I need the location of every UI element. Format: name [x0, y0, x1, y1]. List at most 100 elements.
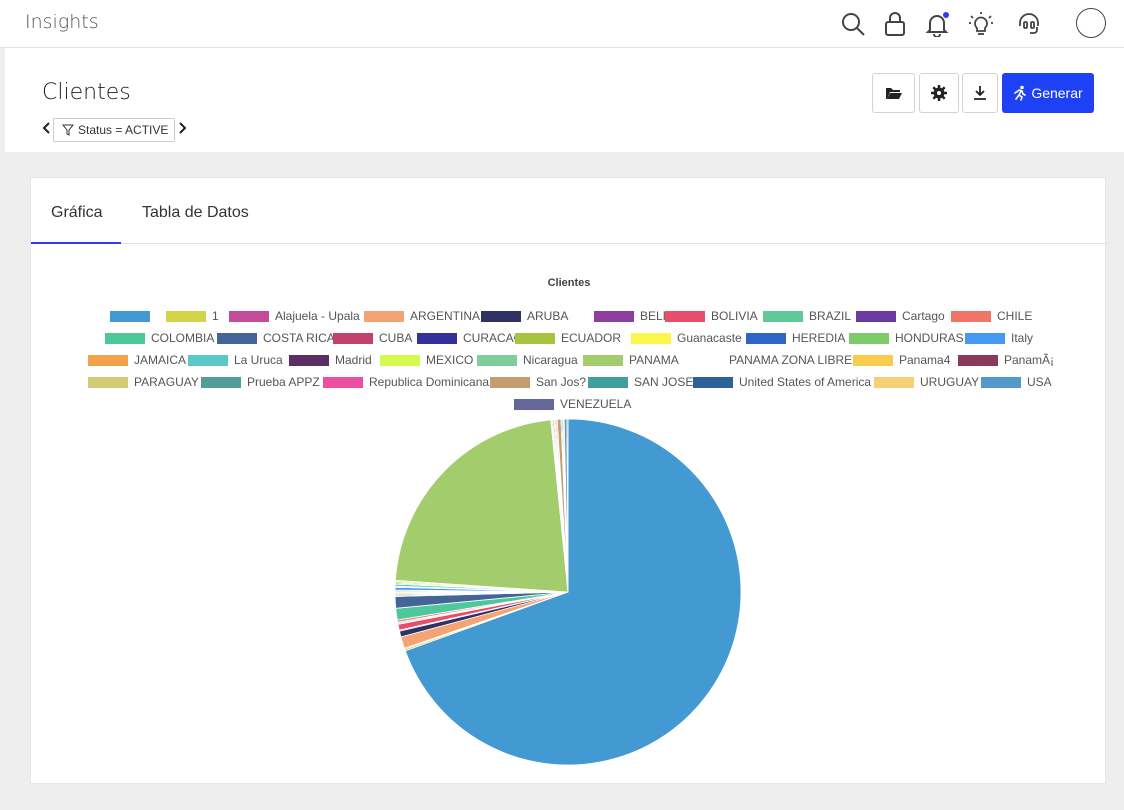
legend-swatch — [683, 354, 723, 366]
lock-icon[interactable] — [880, 9, 910, 39]
bell-icon[interactable] — [922, 9, 952, 39]
legend-item[interactable]: URUGUAY — [874, 375, 979, 389]
legend-item[interactable]: USA — [981, 375, 1052, 389]
legend-label: HONDURAS — [895, 331, 964, 345]
legend-item[interactable]: HEREDIA — [746, 331, 845, 345]
legend-item[interactable]: COSTA RICA — [217, 331, 335, 345]
legend-item[interactable]: BOLIVIA — [665, 309, 758, 323]
legend-item[interactable]: PanamÃ¡ — [958, 353, 1054, 367]
legend-swatch — [188, 354, 228, 366]
legend-swatch — [763, 310, 803, 322]
legend-item[interactable]: ARUBA — [481, 309, 568, 323]
legend-label: Guanacaste — [677, 331, 742, 345]
legend-swatch — [631, 332, 671, 344]
legend-item[interactable]: Guanacaste — [631, 331, 742, 345]
legend-item[interactable]: VENEZUELA — [514, 397, 631, 411]
chevron-right-icon[interactable] — [176, 120, 188, 136]
legend-item[interactable]: PANAMA ZONA LIBRE — [683, 353, 852, 367]
legend-item[interactable]: HONDURAS — [849, 331, 964, 345]
tab-grafica[interactable]: Gráfica — [51, 204, 103, 221]
legend-swatch — [333, 332, 373, 344]
legend-item[interactable]: Italy — [965, 331, 1033, 345]
legend-item[interactable]: San Jos? — [490, 375, 586, 389]
page-header: Clientes Status = ACTIVE Generar — [5, 48, 1124, 152]
legend-swatch — [693, 376, 733, 388]
folder-open-icon — [885, 88, 902, 99]
legend-swatch — [490, 376, 530, 388]
legend-item[interactable]: Alajuela - Upala — [229, 309, 360, 323]
legend-swatch — [981, 376, 1021, 388]
legend-label: USA — [1027, 375, 1052, 389]
legend-label: PANAMA ZONA LIBRE — [729, 353, 853, 367]
legend-swatch — [481, 310, 521, 322]
legend-label: United States of America — [739, 375, 872, 389]
legend-item[interactable]: CHILE — [951, 309, 1032, 323]
filter-icon — [62, 124, 74, 136]
legend-label: Nicaragua — [523, 353, 578, 367]
legend-label: PANAMA — [629, 353, 679, 367]
legend-item[interactable]: Cartago — [856, 309, 945, 323]
legend-label: ARUBA — [527, 309, 569, 323]
legend-swatch — [323, 376, 363, 388]
legend-item[interactable]: BRAZIL — [763, 309, 851, 323]
legend-item[interactable]: Prueba APPZ — [201, 375, 320, 389]
legend-label: Cartago — [902, 309, 945, 323]
legend-label: Republica Dominicana — [369, 375, 490, 389]
open-folder-button[interactable] — [872, 73, 915, 113]
legend-item[interactable]: PARAGUAY — [88, 375, 199, 389]
filter-chip[interactable]: Status = ACTIVE — [53, 118, 175, 142]
legend-swatch — [201, 376, 241, 388]
legend-item[interactable]: Republica Dominicana — [323, 375, 489, 389]
legend-item[interactable]: MEXICO — [380, 353, 473, 367]
tab-tabla-de-datos[interactable]: Tabla de Datos — [142, 204, 249, 221]
legend-label: CHILE — [997, 309, 1033, 323]
legend-item[interactable]: La Uruca — [188, 353, 283, 367]
legend-item[interactable]: CURACAO — [417, 331, 523, 345]
pie-slice[interactable] — [404, 418, 742, 766]
legend-label: VENEZUELA — [560, 397, 632, 411]
legend-label: ARGENTINA — [410, 309, 481, 323]
lightbulb-icon[interactable] — [966, 9, 996, 39]
legend-item[interactable]: ECUADOR — [515, 331, 621, 345]
download-button[interactable] — [962, 73, 998, 113]
legend-item[interactable]: CUBA — [333, 331, 412, 345]
legend-swatch — [958, 354, 998, 366]
legend-label: BOLIVIA — [711, 309, 758, 323]
settings-button[interactable] — [919, 73, 959, 113]
legend-item[interactable] — [110, 309, 156, 323]
legend-item[interactable]: COLOMBIA — [105, 331, 214, 345]
legend-label: MEXICO — [426, 353, 474, 367]
legend-item[interactable]: Panama4 — [853, 353, 950, 367]
chevron-left-icon[interactable] — [41, 120, 53, 136]
generate-button[interactable]: Generar — [1002, 73, 1094, 113]
notification-dot — [943, 12, 949, 18]
legend-item[interactable]: Madrid — [289, 353, 372, 367]
legend-swatch — [514, 398, 554, 410]
legend-item[interactable]: JAMAICA — [88, 353, 186, 367]
legend-item[interactable]: SAN JOSE — [588, 375, 693, 389]
legend-swatch — [417, 332, 457, 344]
legend-swatch — [477, 354, 517, 366]
legend-label: CUBA — [379, 331, 413, 345]
legend-item[interactable]: 1 — [166, 309, 219, 323]
pie-slice[interactable] — [394, 419, 569, 593]
pie-chart — [394, 418, 742, 766]
legend-swatch — [594, 310, 634, 322]
avatar[interactable] — [1076, 8, 1106, 38]
legend-item[interactable]: United States of America — [693, 375, 871, 389]
legend-label: Prueba APPZ — [247, 375, 320, 389]
legend-swatch — [965, 332, 1005, 344]
legend-label: PanamÃ¡ — [1004, 353, 1055, 367]
legend-item[interactable]: ARGENTINA — [364, 309, 480, 323]
legend-swatch — [380, 354, 420, 366]
legend-item[interactable]: Nicaragua — [477, 353, 578, 367]
legend-swatch — [217, 332, 257, 344]
legend-item[interactable]: PANAMA — [583, 353, 679, 367]
legend-label: 1 — [212, 309, 219, 323]
pie-slice[interactable] — [566, 418, 569, 593]
legend-label: URUGUAY — [920, 375, 980, 389]
support-icon[interactable] — [1014, 9, 1044, 39]
search-icon[interactable] — [838, 9, 868, 39]
legend-swatch — [588, 376, 628, 388]
legend-label: COSTA RICA — [263, 331, 335, 345]
